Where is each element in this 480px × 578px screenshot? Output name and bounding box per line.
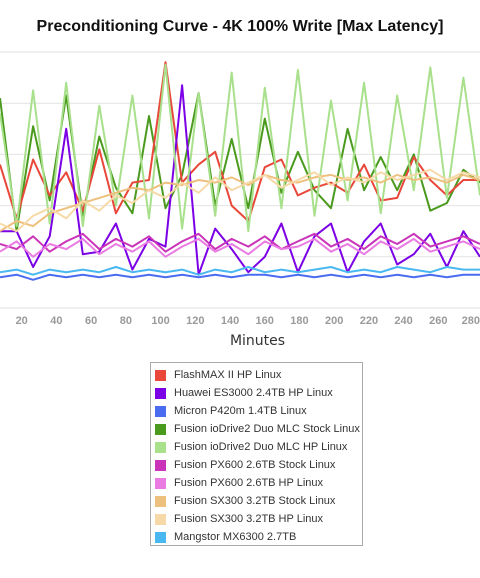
x-tick-label: 260 [429, 315, 447, 327]
x-tick-label: 100 [151, 315, 169, 327]
legend-label: Huawei ES3000 2.4TB HP Linux [174, 387, 333, 399]
legend-label: Fusion PX600 2.6TB HP Linux [174, 477, 323, 489]
series-line-mangstor-mx6300-2-7tb [0, 266, 480, 276]
x-tick-label: 60 [85, 315, 97, 327]
x-tick-label: 140 [221, 315, 239, 327]
legend-item[interactable]: Mangstor MX6300 2.7TB [155, 528, 362, 546]
legend-label: Fusion SX300 3.2TB Stock Linux [174, 495, 336, 507]
legend-item[interactable]: Fusion ioDrive2 Duo MLC Stock Linux [155, 420, 362, 438]
legend-swatch [155, 423, 166, 435]
legend-label: Fusion ioDrive2 Duo MLC Stock Linux [174, 423, 360, 435]
legend-label: Micron P420m 1.4TB Linux [174, 405, 307, 417]
legend-label: Fusion SX300 3.2TB HP Linux [174, 513, 323, 525]
legend-swatch [155, 531, 166, 543]
x-tick-label: 180 [290, 315, 308, 327]
legend-swatch [155, 459, 166, 471]
legend-label: Mangstor MX6300 2.7TB [174, 531, 297, 543]
legend-item[interactable]: FlashMAX II HP Linux [155, 366, 362, 384]
x-tick-label: 40 [50, 315, 62, 327]
legend-item[interactable]: Fusion SX300 3.2TB HP Linux [155, 510, 362, 528]
series-line-huawei-es3000-2-4tb-hp-linux [0, 84, 480, 276]
x-tick-label: 240 [394, 315, 412, 327]
legend-swatch [155, 513, 166, 525]
legend-item[interactable]: Fusion PX600 2.6TB Stock Linux [155, 456, 362, 474]
legend: FlashMAX II HP Linux Huawei ES3000 2.4TB … [150, 362, 363, 546]
legend-swatch [155, 495, 166, 507]
series-line-fusion-sx300-3-2tb-hp-linux [0, 168, 480, 233]
x-tick-label: 280 [462, 315, 480, 327]
legend-item[interactable]: Fusion ioDrive2 Duo MLC HP Linux [155, 438, 362, 456]
legend-swatch [155, 387, 166, 399]
legend-swatch [155, 477, 166, 489]
chart-title: Preconditioning Curve - 4K 100% Write [M… [36, 18, 444, 35]
x-tick-label: 220 [360, 315, 378, 327]
x-tick-label: 200 [325, 315, 343, 327]
legend-swatch [155, 441, 166, 453]
legend-item[interactable]: Fusion SX300 3.2TB Stock Linux [155, 492, 362, 510]
x-axis-label: Minutes [229, 333, 286, 349]
series-line-fusion-px600-2-6tb-stock-linux [0, 232, 480, 253]
series-line-micron-p420m-1-4tb-linux [0, 273, 480, 281]
x-tick-label: 160 [256, 315, 274, 327]
series-line-fusion-px600-2-6tb-hp-linux [0, 237, 480, 258]
legend-label: Fusion PX600 2.6TB Stock Linux [174, 459, 336, 471]
legend-item[interactable]: Fusion PX600 2.6TB HP Linux [155, 474, 362, 492]
legend-swatch [155, 369, 166, 381]
x-tick-label: 80 [120, 315, 132, 327]
legend-label: Fusion ioDrive2 Duo MLC HP Linux [174, 441, 348, 453]
legend-item[interactable]: Huawei ES3000 2.4TB HP Linux [155, 384, 362, 402]
legend-swatch [155, 405, 166, 417]
legend-item[interactable]: Micron P420m 1.4TB Linux [155, 402, 362, 420]
legend-label: FlashMAX II HP Linux [174, 369, 282, 381]
x-tick-label: 120 [186, 315, 204, 327]
x-tick-label: 20 [16, 315, 28, 327]
